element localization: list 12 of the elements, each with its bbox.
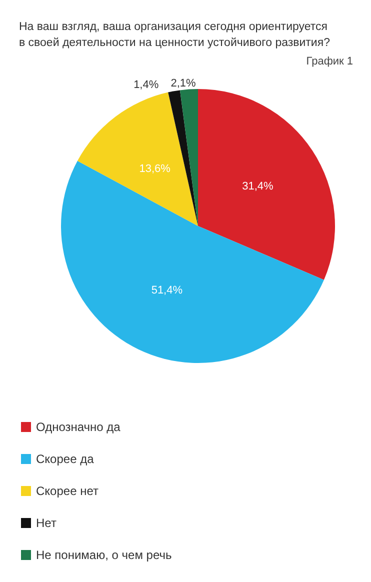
legend-label: Не понимаю, о чем речь xyxy=(36,548,172,562)
legend-label: Нет xyxy=(36,516,57,530)
legend-label: Однозначно да xyxy=(36,420,121,434)
data-label: 1,4% xyxy=(134,79,159,92)
data-label: 2,1% xyxy=(170,77,196,90)
data-label: 51,4% xyxy=(151,284,183,296)
chart-title: На ваш взгляд, ваша организация сегодня ориентируется в своей деятельности на ценности устойчивого развития? xyxy=(19,21,330,49)
legend-label: Скорее нет xyxy=(36,484,99,498)
legend-label: Скорее да xyxy=(36,452,94,466)
data-label: 31,4% xyxy=(242,180,274,193)
text: График 1 xyxy=(306,56,354,68)
data-label: 13,6% xyxy=(139,162,171,175)
